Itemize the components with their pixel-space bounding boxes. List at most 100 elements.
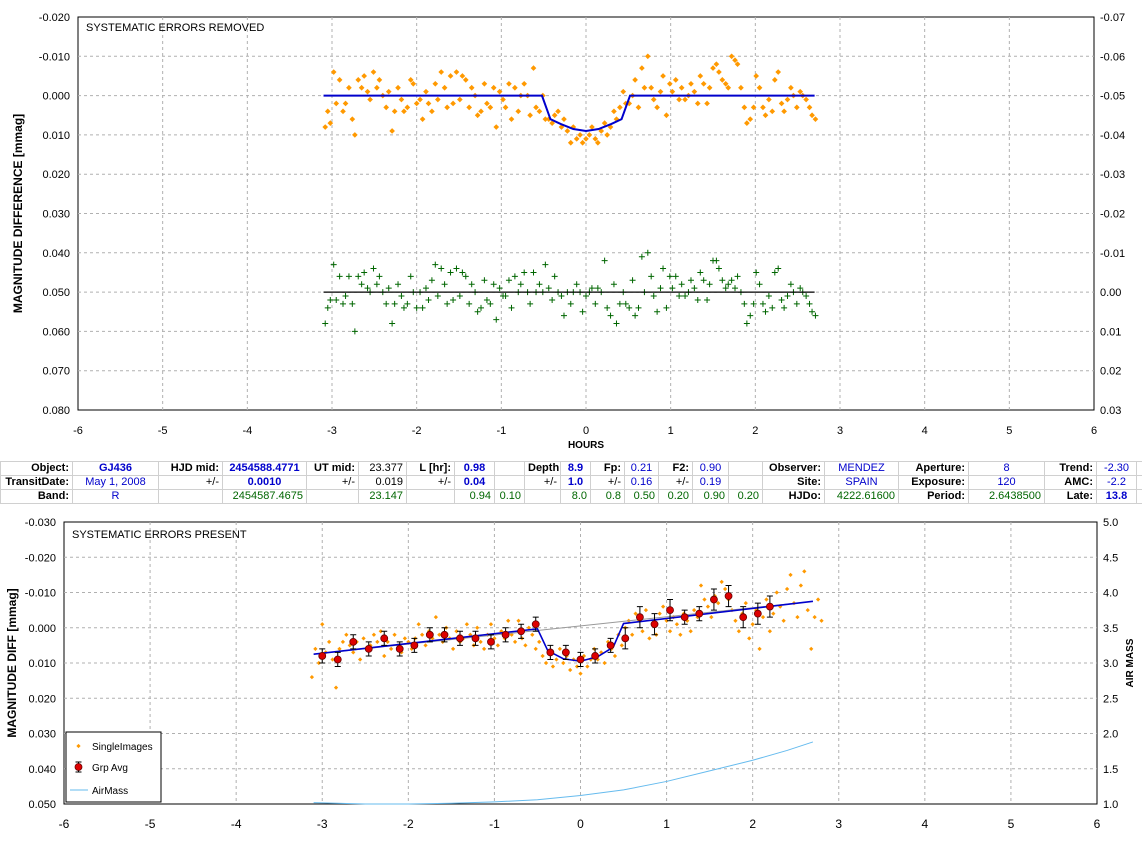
y-tick-label: 0.020 [42, 169, 70, 181]
info-cell: +/- [525, 476, 561, 490]
y-tick-label: 0.010 [28, 658, 56, 670]
grp-avg-point [456, 635, 463, 642]
info-cell: +/- [307, 476, 359, 490]
y-tick-label: 0.040 [42, 248, 70, 260]
info-cell: SPAIN [825, 476, 899, 490]
info-cell: AMC: [1045, 476, 1097, 490]
info-cell: R [73, 490, 159, 504]
y2-tick-label: 4.0 [1103, 588, 1118, 600]
grp-avg-point [636, 614, 643, 621]
x-tick-label: -3 [327, 425, 337, 437]
info-cell: 2454588.4771 [223, 462, 307, 476]
info-cell: HJD mid: [159, 462, 223, 476]
y2-tick-label: -0.07 [1100, 12, 1125, 24]
info-cell: -2.2 [1097, 476, 1137, 490]
x-tick-label: 5 [1006, 425, 1012, 437]
info-cell: Depth: [525, 462, 561, 476]
x-tick-label: -4 [231, 817, 242, 831]
info-cell [495, 476, 525, 490]
info-cell: 8 [969, 462, 1045, 476]
legend-label-single: SingleImages [92, 742, 153, 753]
info-cell: 8.9 [561, 462, 591, 476]
info-cell: +/- [159, 476, 223, 490]
info-cell: Period: [899, 490, 969, 504]
info-cell: 0.50 [625, 490, 659, 504]
info-cell: 8.0 [561, 490, 591, 504]
info-cell: Trend: [1045, 462, 1097, 476]
grp-avg-point [396, 645, 403, 652]
info-cell: Fp: [591, 462, 625, 476]
y2-tick-label: -0.05 [1100, 91, 1125, 103]
x-tick-label: 1 [663, 817, 670, 831]
x-tick-label: -5 [145, 817, 156, 831]
y2-tick-label: 4.5 [1103, 552, 1118, 564]
chart-title: SYSTEMATIC ERRORS PRESENT [72, 529, 247, 541]
info-cell: 2.6438500 [969, 490, 1045, 504]
y-tick-label: -0.010 [25, 588, 56, 600]
y-tick-label: -0.020 [25, 552, 56, 564]
info-cell: +/- [591, 476, 625, 490]
info-cell [1137, 476, 1142, 490]
y-axis-label: MAGNITUDE DIFF [mmag] [5, 588, 19, 737]
info-cell: 0.8 [591, 490, 625, 504]
info-cell: 0.0010 [223, 476, 307, 490]
info-cell: GJ436 [73, 462, 159, 476]
y2-tick-label: 1.0 [1103, 799, 1118, 811]
y2-tick-label: 2.0 [1103, 729, 1118, 741]
y-tick-label: 0.060 [42, 326, 70, 338]
grp-avg-point [441, 631, 448, 638]
info-cell: +/- [407, 476, 455, 490]
y2-tick-label: 3.0 [1103, 658, 1118, 670]
info-cell: 120 [969, 476, 1045, 490]
x-tick-label: 5 [1008, 817, 1015, 831]
info-cell [495, 462, 525, 476]
info-cell: 0.20 [729, 490, 763, 504]
y-tick-label: -0.010 [39, 51, 70, 63]
info-cell: May 1, 2008 [73, 476, 159, 490]
info-cell: 23.147 [359, 490, 407, 504]
info-cell: 0.16 [625, 476, 659, 490]
info-cell: TransitDate: [1, 476, 73, 490]
info-cell: +/- 1.1 [1137, 490, 1142, 504]
legend-label-grp: Grp Avg [92, 763, 128, 774]
grp-avg-point [411, 642, 418, 649]
info-cell: 23.377 [359, 462, 407, 476]
y2-tick-label: 0.02 [1100, 366, 1121, 378]
grp-avg-point [681, 614, 688, 621]
grp-avg-point [766, 603, 773, 610]
grp-avg-point [334, 656, 341, 663]
x-tick-label: -4 [242, 425, 252, 437]
info-cell: MENDEZ [825, 462, 899, 476]
y-axis-label: MAGNITUDE DIFFERENCE [mmag] [11, 114, 25, 313]
grp-avg-point [622, 635, 629, 642]
legend-grp-marker [75, 764, 82, 771]
y-tick-label: 0.030 [42, 209, 70, 221]
x-tick-label: -1 [496, 425, 506, 437]
info-cell: 0.90 [693, 490, 729, 504]
grp-avg-point [532, 621, 539, 628]
y2-tick-label: -0.04 [1100, 130, 1125, 142]
info-cell: Late: [1045, 490, 1097, 504]
legend-label-airmass: AirMass [92, 786, 128, 797]
x-tick-label: 6 [1094, 817, 1101, 831]
x-tick-label: -6 [73, 425, 83, 437]
info-cell: L [hr]: [407, 462, 455, 476]
grp-avg-point [651, 621, 658, 628]
info-cell [307, 490, 359, 504]
x-tick-label: 4 [921, 817, 928, 831]
info-cell [525, 490, 561, 504]
grp-avg-point [350, 638, 357, 645]
info-row: TransitDate:May 1, 2008+/-0.0010+/-0.019… [1, 476, 1142, 490]
y2-tick-label: 1.5 [1103, 764, 1118, 776]
info-cell [729, 462, 763, 476]
y-tick-label: 0.070 [42, 366, 70, 378]
y-tick-label: 0.050 [42, 287, 70, 299]
y2-tick-label: 0.00 [1100, 287, 1121, 299]
x-tick-label: -6 [59, 817, 70, 831]
grp-avg-point [319, 652, 326, 659]
